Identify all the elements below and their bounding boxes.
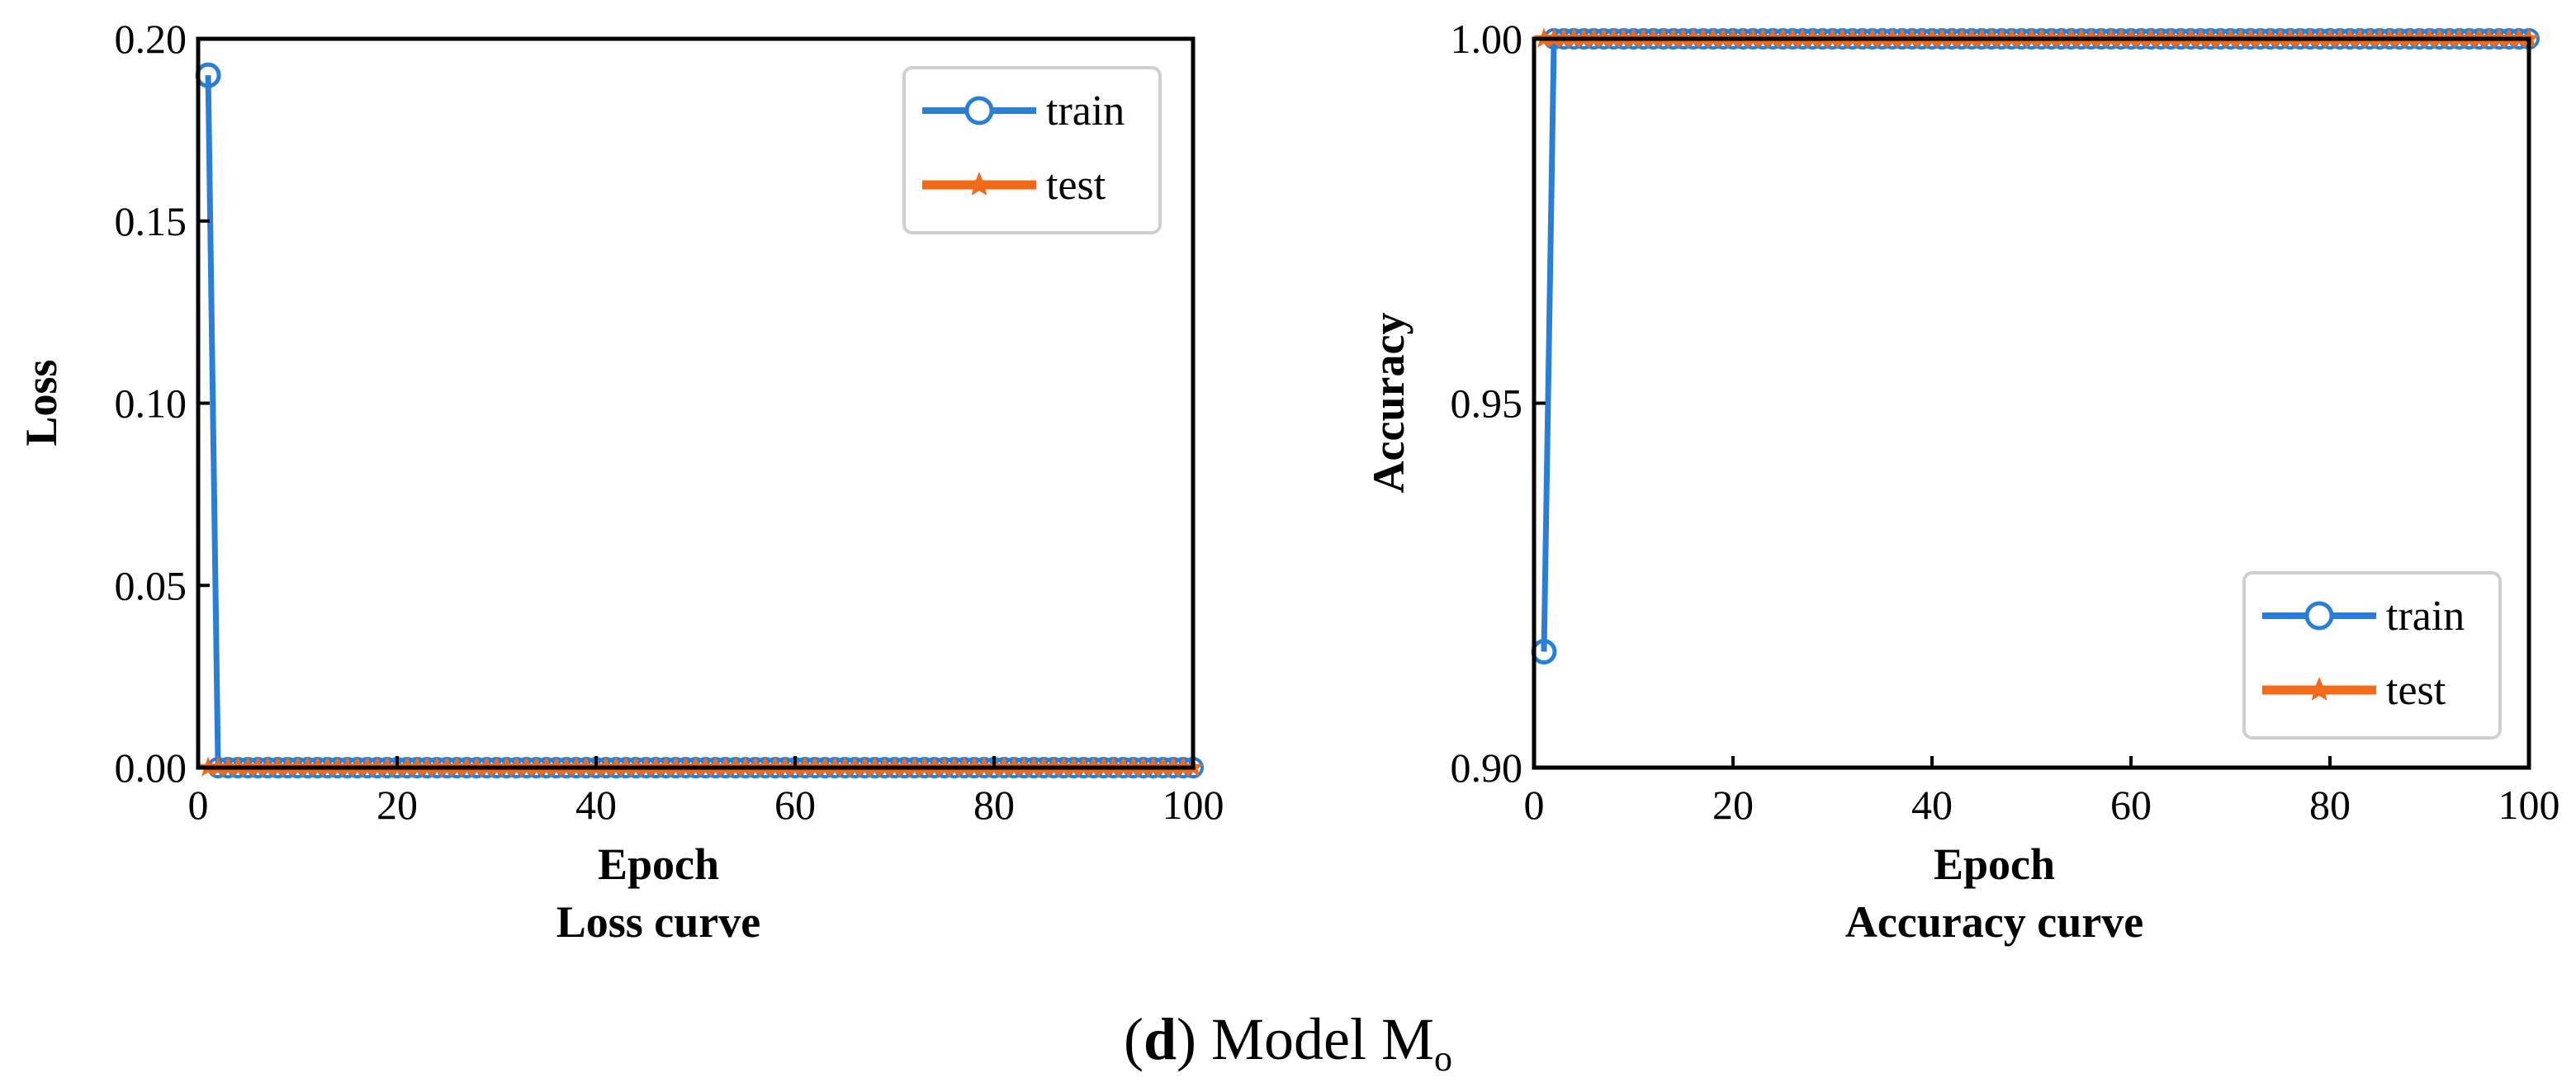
x-tick-label: 80	[973, 782, 1015, 828]
y-tick-label: 0.05	[115, 562, 187, 608]
caption-paren-close: )	[1177, 1006, 1196, 1072]
series-line-train	[1541, 35, 2529, 652]
legend-marker-test	[966, 172, 992, 196]
x-tick-label: 80	[2309, 782, 2351, 828]
x-tick-label: 100	[1163, 782, 1224, 828]
x-tick-label: 40	[1911, 782, 1953, 828]
legend-label-train: train	[1046, 87, 1125, 135]
y-axis-label: Accuracy	[1364, 313, 1413, 494]
caption-label: d	[1144, 1006, 1177, 1072]
caption-text: Model M	[1196, 1006, 1434, 1072]
y-tick-label: 0.95	[1451, 381, 1523, 427]
x-tick-label: 40	[575, 782, 617, 828]
legend-label-train: train	[2386, 593, 2465, 640]
y-tick-label: 0.15	[115, 198, 187, 244]
x-tick-label: 60	[2110, 782, 2152, 828]
x-tick-label: 20	[376, 782, 418, 828]
x-tick-label: 100	[2498, 782, 2560, 828]
legend-label-test: test	[1046, 162, 1106, 209]
panel-subtitle: Accuracy curve	[1845, 897, 2143, 947]
loss-chart-panel: 0 20 40 60 80 100 0.00 0.05 0.10 0.15 0.20 Epoch Los…	[17, 16, 1224, 947]
caption-subscript: o	[1434, 1038, 1452, 1079]
legend-marker-train	[2304, 601, 2334, 631]
accuracy-chart-panel: 0 20 40 60 80 100 0.90 0.95 1.00 Epoch Accuracy cu…	[1364, 16, 2560, 947]
x-tick-label: 20	[1712, 782, 1754, 828]
caption-paren-open: (	[1124, 1006, 1144, 1072]
legend-marker-test	[2306, 677, 2332, 701]
y-tick-label: 0.20	[115, 16, 187, 62]
y-tick-label: 1.00	[1451, 16, 1523, 62]
legend-marker-train	[964, 96, 994, 125]
y-tick-label: 0.90	[1451, 745, 1523, 791]
x-tick-label: 0	[1524, 782, 1545, 828]
x-axis-label: Epoch	[598, 839, 719, 889]
legend-label-test: test	[2386, 667, 2446, 714]
panel-subtitle: Loss curve	[556, 897, 760, 947]
y-tick-label: 0.00	[115, 745, 187, 791]
y-tick-label: 0.10	[115, 381, 187, 427]
x-axis-label: Epoch	[1934, 839, 2055, 889]
y-axis-label: Loss	[17, 359, 66, 446]
x-tick-label: 60	[774, 782, 816, 828]
figure-caption: (d) Model Mo	[1124, 1006, 1452, 1079]
x-tick-label: 0	[188, 782, 209, 828]
